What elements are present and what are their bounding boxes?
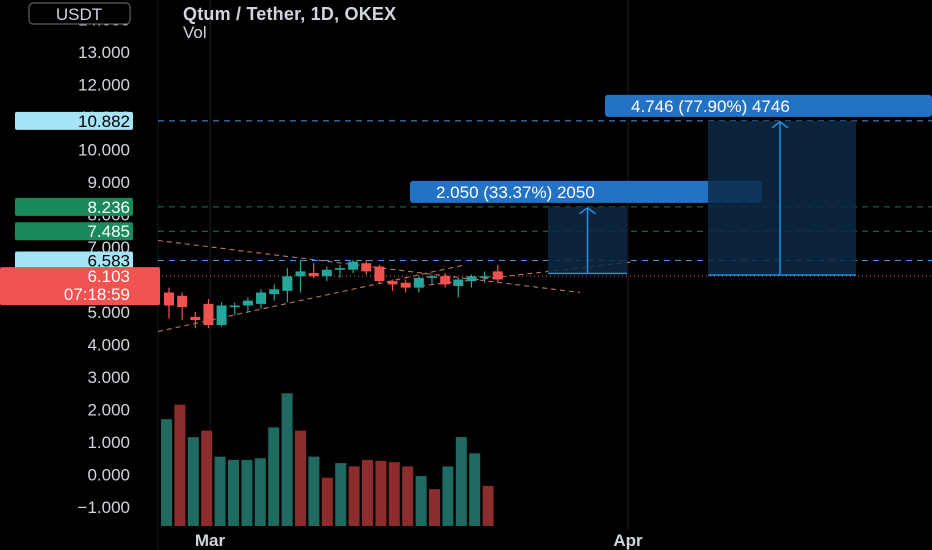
volume-bar xyxy=(348,466,360,526)
volume-bar xyxy=(201,430,213,526)
candle-body xyxy=(164,292,174,306)
volume-bar xyxy=(482,485,494,526)
y-tick-label: 5.000 xyxy=(87,303,130,322)
candles xyxy=(164,260,503,329)
candle-body xyxy=(203,303,214,325)
volume-bar xyxy=(429,489,440,526)
candle-body xyxy=(190,316,201,321)
current-price-label: 6.103 xyxy=(87,267,130,286)
volume-bar xyxy=(308,456,320,526)
volume-bars xyxy=(161,393,494,526)
y-tick-label: 1.000 xyxy=(87,433,130,452)
chart-legend: Qtum / Tether, 1D, OKEX Vol xyxy=(183,3,396,41)
volume-bar xyxy=(388,462,400,526)
trendline-upper xyxy=(157,239,581,294)
volume-bar xyxy=(187,437,199,526)
projection-label: 4.746 (77.90%) 4746 xyxy=(631,97,790,116)
projection-label-box xyxy=(410,180,762,203)
y-tick-label: −1.000 xyxy=(78,498,130,517)
projection-arrowhead xyxy=(579,206,596,215)
candle-body xyxy=(387,281,398,285)
currency-badge-label: USDT xyxy=(56,5,102,24)
volume-bar xyxy=(174,404,186,526)
y-tick-label: 9.000 xyxy=(87,173,130,192)
volume-bar xyxy=(254,458,266,526)
price-tag-label: 6.583 xyxy=(87,252,130,271)
candle-body xyxy=(295,271,306,277)
candle-body xyxy=(282,276,293,291)
y-tick-label: 4.000 xyxy=(87,336,130,355)
volume-bar xyxy=(321,477,333,526)
candle-body xyxy=(256,292,267,304)
x-tick-label: Mar xyxy=(195,531,226,550)
volume-bar xyxy=(268,427,280,526)
current-price-tag xyxy=(0,267,160,306)
volume-bar xyxy=(375,460,387,526)
candle-body xyxy=(177,295,188,308)
price-tag-label: 7.485 xyxy=(87,222,130,241)
volume-bar xyxy=(362,459,373,526)
price-tag xyxy=(15,251,133,270)
y-tick-label: 2.000 xyxy=(87,401,130,420)
currency-badge xyxy=(28,2,131,25)
price-tag-label: 8.236 xyxy=(87,198,130,217)
price-tag xyxy=(15,197,133,216)
candle-body xyxy=(269,289,280,295)
volume-bar xyxy=(281,393,293,526)
y-tick-label: 13.000 xyxy=(78,43,130,62)
y-tick-label: 0.000 xyxy=(87,466,130,485)
chart-title: Qtum / Tether, 1D, OKEX xyxy=(183,4,397,24)
projection-arrowhead xyxy=(771,120,789,129)
candle-body xyxy=(308,273,319,277)
trendline-lower xyxy=(157,264,466,333)
candle-body xyxy=(400,282,411,288)
indicator-label: Vol xyxy=(183,23,207,42)
volume-bar xyxy=(455,437,467,526)
time-axis[interactable]: Mar Apr xyxy=(195,531,643,550)
candle-body xyxy=(348,261,359,270)
price-tag xyxy=(15,222,133,241)
candle-body xyxy=(427,276,437,278)
price-tag xyxy=(15,111,133,130)
candle-body xyxy=(361,263,372,272)
y-tick-label: 3.000 xyxy=(87,368,130,387)
candle-body xyxy=(216,305,227,325)
volume-bar xyxy=(469,453,481,526)
candle-body xyxy=(334,268,345,270)
volume-bar xyxy=(161,419,172,526)
candle-body xyxy=(413,277,424,288)
candle-body xyxy=(479,276,490,278)
volume-bar xyxy=(415,476,427,526)
volume-bar xyxy=(402,466,414,526)
x-tick-label: Apr xyxy=(613,531,643,550)
projection-boxes[interactable]: 2.050 (33.37%) 2050 4.746 (77.90%) 4746 xyxy=(410,94,932,276)
volume-bar xyxy=(335,463,347,526)
projection-box xyxy=(708,120,856,276)
candle-body xyxy=(466,276,477,282)
candle-body xyxy=(242,300,253,306)
volume-bar xyxy=(295,430,306,526)
projection-label-box xyxy=(605,94,932,117)
y-tick-label: 10.000 xyxy=(78,141,130,160)
volume-bar xyxy=(228,459,239,526)
y-tick-label: 12.000 xyxy=(78,76,130,95)
price-axis[interactable]: 14.00013.00012.00011.00010.0009.0008.000… xyxy=(0,2,160,517)
candle-body xyxy=(229,305,240,308)
candle-body xyxy=(321,269,332,277)
countdown-label: 07:18:59 xyxy=(64,285,130,304)
price-tag-label: 10.882 xyxy=(78,112,130,131)
candle-body xyxy=(492,271,503,280)
volume-bar xyxy=(442,466,454,526)
candle-body xyxy=(440,276,451,285)
volume-bar xyxy=(214,456,226,526)
candle-body xyxy=(374,266,385,282)
candle-body xyxy=(453,279,464,286)
projection-label: 2.050 (33.37%) 2050 xyxy=(436,183,595,202)
volume-bar xyxy=(241,459,253,526)
